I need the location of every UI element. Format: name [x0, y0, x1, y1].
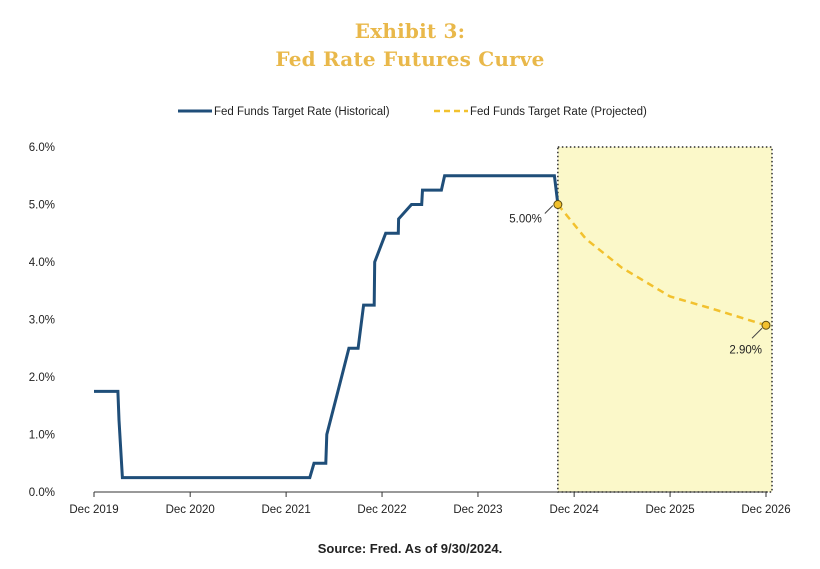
y-tick-label-1: 1.0%: [29, 430, 55, 442]
source-note: Source: Fred. As of 9/30/2024.: [317, 541, 503, 556]
series-line-historical: [94, 174, 560, 480]
y-tick-label-4: 4.0%: [29, 257, 55, 269]
series-line-projected: [556, 203, 767, 327]
x-tick-label-6: Dec 2025: [645, 504, 694, 516]
x-tick-label-5: Dec 2024: [550, 504, 600, 516]
chart-title-line1: Exhibit 3:: [354, 19, 466, 43]
x-tick-label-3: Dec 2022: [357, 504, 406, 516]
x-tick-label-7: Dec 2026: [741, 504, 790, 516]
y-tick-label-3: 3.0%: [29, 315, 55, 327]
annotation-label-0: 5.00%: [509, 214, 542, 226]
annotation-leader-0: [544, 205, 554, 214]
y-tick-label-2: 2.0%: [29, 372, 55, 384]
x-tick-label-0: Dec 2019: [69, 504, 118, 516]
y-tick-label-6: 6.0%: [29, 142, 55, 154]
x-tick-label-2: Dec 2021: [261, 504, 310, 516]
annotation-marker-0: [553, 200, 563, 209]
x-tick-label-4: Dec 2023: [453, 504, 502, 516]
x-tick-label-1: Dec 2020: [166, 504, 215, 516]
projection-highlight-region: [557, 146, 773, 493]
annotation-label-1: 2.90%: [729, 344, 762, 356]
legend-label-0: Fed Funds Target Rate (Historical): [214, 106, 390, 118]
legend-label-1: Fed Funds Target Rate (Projected): [470, 106, 647, 118]
y-tick-label-5: 5.0%: [29, 200, 55, 212]
y-tick-label-0: 0.0%: [29, 487, 55, 499]
chart-title-line2: Fed Rate Futures Curve: [275, 47, 545, 71]
annotation-leader-1: [751, 327, 763, 339]
annotation-marker-1: [761, 320, 771, 330]
